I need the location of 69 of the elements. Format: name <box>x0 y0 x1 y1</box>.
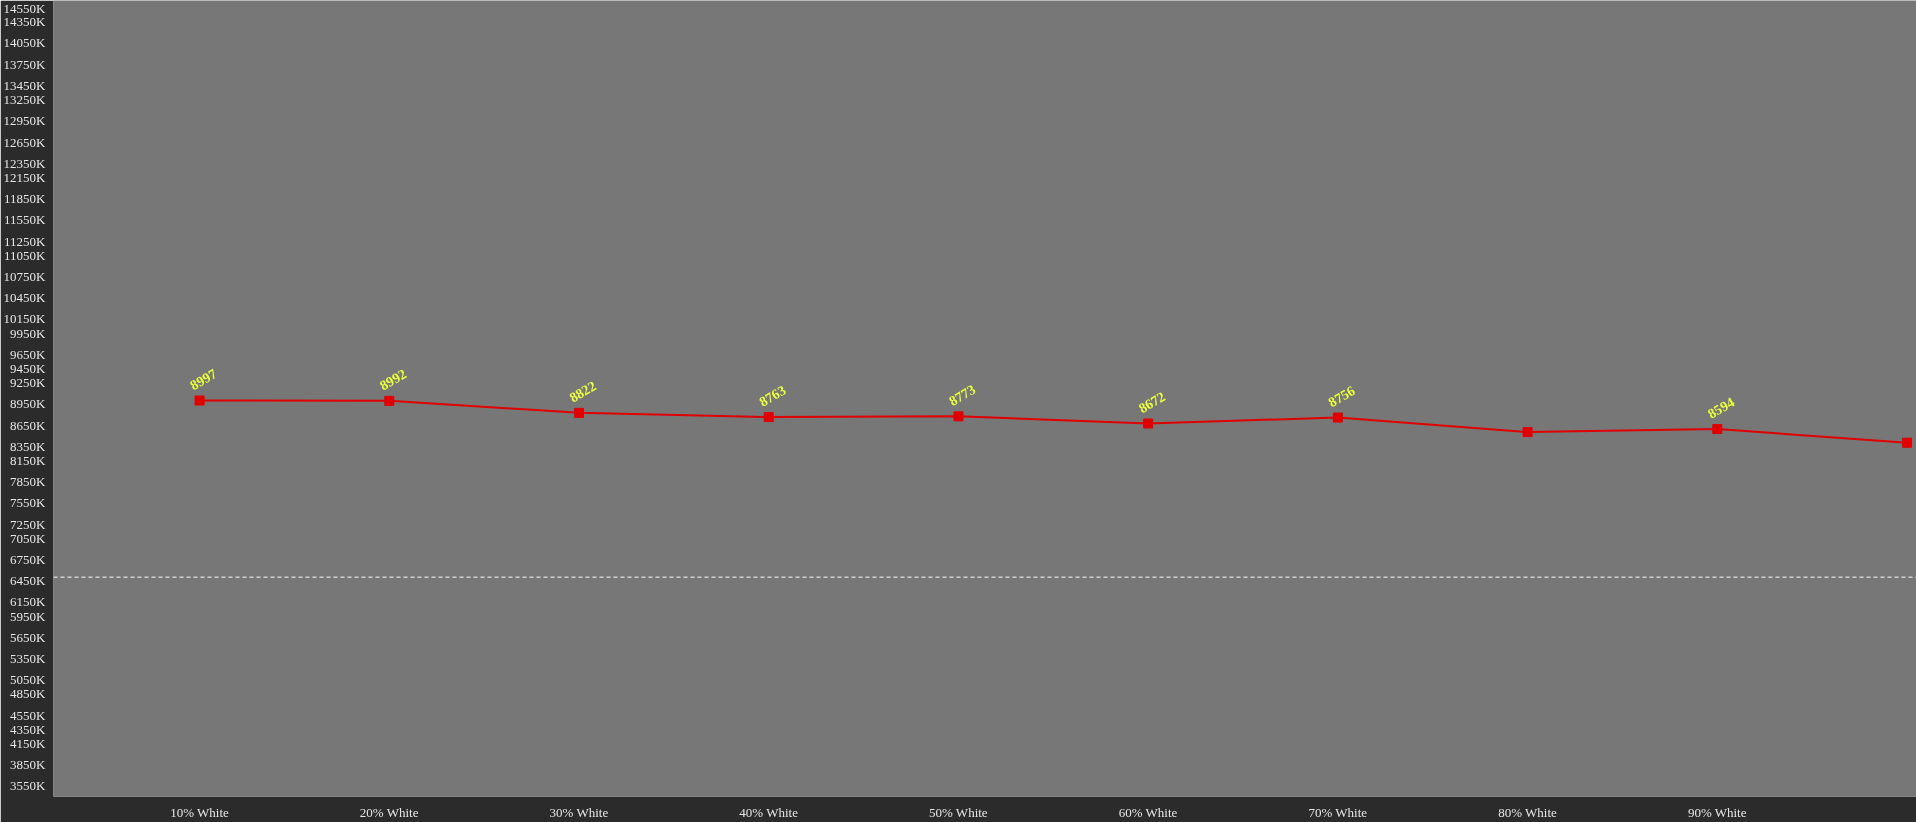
point <box>574 407 585 418</box>
y-tick-label: 4550K <box>10 707 47 723</box>
y-tick-label: 14550K <box>3 0 47 16</box>
y-tick-label: 11050K <box>4 247 47 263</box>
data-label: 8773 <box>946 381 979 409</box>
x-tick-label: 60% White <box>1118 804 1178 820</box>
data-label: 8594 <box>1705 394 1738 422</box>
y-tick-label: 4350K <box>10 721 47 737</box>
y-tick-label: 9950K <box>10 325 47 341</box>
y-tick-label: 8350K <box>10 438 47 454</box>
y-tick-label: 11550K <box>4 212 47 228</box>
data-label: 8756 <box>1325 383 1358 411</box>
data-label: 8992 <box>377 366 410 394</box>
x-tick-label: 30% White <box>549 804 609 820</box>
y-tick-label: 10450K <box>3 290 47 306</box>
y-tick-label: 10750K <box>3 268 47 284</box>
y-tick-label: 5650K <box>10 629 47 645</box>
y-tick-label: 14050K <box>3 35 47 51</box>
y-tick-label: 6750K <box>10 551 47 567</box>
y-tick-label: 8150K <box>10 452 47 468</box>
point <box>953 411 964 422</box>
y-tick-label: 8950K <box>10 396 47 412</box>
y-tick-label: 3850K <box>10 757 47 773</box>
point <box>1522 427 1533 438</box>
point <box>1332 412 1343 423</box>
y-tick-label: 6150K <box>10 594 47 610</box>
x-tick-label: 80% White <box>1498 804 1557 820</box>
data-label: 8997 <box>187 366 220 394</box>
x-tick-label: 20% White <box>359 804 419 820</box>
y-tick-label: 8650K <box>10 417 47 433</box>
y-tick-label: 5350K <box>10 651 47 667</box>
point <box>194 395 205 406</box>
y-tick-label: 7550K <box>10 495 47 511</box>
y-tick-label: 7250K <box>10 516 47 532</box>
x-tick-label: 70% White <box>1308 804 1368 820</box>
y-tick-label: 4850K <box>10 686 47 702</box>
y-tick-label: 9250K <box>10 375 47 391</box>
x-tick-label: 10% White <box>170 804 229 820</box>
y-tick-label: 5950K <box>10 608 47 624</box>
y-tick-label: 5050K <box>10 672 47 688</box>
y-tick-label: 10150K <box>3 311 47 327</box>
data-label: 8822 <box>567 378 599 406</box>
y-tick-label: 12150K <box>3 169 47 185</box>
y-tick-label: 12350K <box>3 155 47 171</box>
point <box>1902 437 1913 448</box>
y-tick-label: 12950K <box>3 113 47 129</box>
y-tick-label: 9450K <box>10 360 47 376</box>
y-tick-label: 11250K <box>4 233 47 249</box>
y-tick-label: 11850K <box>4 191 47 207</box>
y-tick-label: 7050K <box>10 530 47 546</box>
y-tick-label: 13250K <box>3 92 47 108</box>
y-tick-label: 14350K <box>3 14 47 30</box>
point <box>1712 424 1723 434</box>
x-tick-label: 40% White <box>739 804 799 820</box>
data-label: 8763 <box>756 382 789 410</box>
x-tick-label: 90% White <box>1687 804 1747 820</box>
y-tick-label: 9650K <box>10 346 47 362</box>
y-tick-label: 3550K <box>10 778 47 794</box>
x-tick-label: 50% White <box>929 804 988 820</box>
y-tick-label: 12650K <box>3 134 47 150</box>
point <box>384 395 395 406</box>
y-tick-label: 6450K <box>10 573 47 589</box>
y-tick-label: 13450K <box>3 77 47 93</box>
y-tick-label: 13750K <box>3 56 47 72</box>
y-tick-label: 4150K <box>10 735 47 751</box>
data-label: 8672 <box>1136 389 1168 417</box>
point <box>1143 418 1154 429</box>
y-tick-label: 7850K <box>10 474 47 490</box>
point <box>763 412 774 423</box>
